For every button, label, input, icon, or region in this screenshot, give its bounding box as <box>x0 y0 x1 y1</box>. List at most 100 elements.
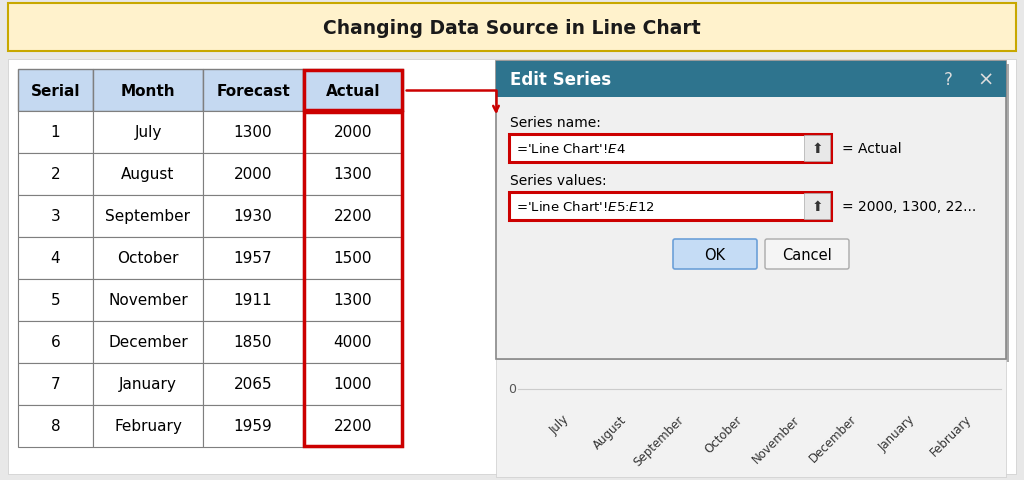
Bar <box>496 62 1006 359</box>
Text: Changing Data Source in Line Chart: Changing Data Source in Line Chart <box>324 18 700 37</box>
Text: 6: 6 <box>50 335 60 350</box>
Bar <box>203 363 303 405</box>
Bar <box>203 154 303 195</box>
Bar <box>93 154 203 195</box>
Text: = Actual: = Actual <box>842 142 901 156</box>
Text: July: July <box>548 412 572 436</box>
Text: 1: 1 <box>50 125 60 140</box>
Text: October: October <box>118 251 179 266</box>
Text: Series values:: Series values: <box>510 174 606 188</box>
Bar <box>18 405 93 447</box>
Text: Serial: Serial <box>31 84 80 98</box>
Text: 4000: 4000 <box>334 335 373 350</box>
Bar <box>510 136 830 162</box>
Text: 2065: 2065 <box>233 377 272 392</box>
Text: 0: 0 <box>508 382 516 395</box>
Bar <box>8 60 1016 474</box>
Bar <box>804 136 830 162</box>
Text: 1957: 1957 <box>233 251 272 266</box>
Text: 2000: 2000 <box>334 125 373 140</box>
Text: Actual: Actual <box>326 84 380 98</box>
Text: Series name:: Series name: <box>510 116 601 130</box>
Bar <box>499 65 1009 362</box>
Text: 1911: 1911 <box>233 293 272 308</box>
FancyBboxPatch shape <box>765 240 849 269</box>
Text: September: September <box>632 412 687 468</box>
Text: 2200: 2200 <box>334 209 373 224</box>
Text: OK: OK <box>705 247 726 262</box>
Bar <box>18 363 93 405</box>
Bar <box>303 363 403 405</box>
Text: 4: 4 <box>50 251 60 266</box>
Text: July: July <box>134 125 162 140</box>
Text: 1850: 1850 <box>233 335 272 350</box>
Bar <box>18 279 93 321</box>
FancyBboxPatch shape <box>673 240 757 269</box>
Text: November: November <box>750 412 802 465</box>
Bar <box>304 113 402 446</box>
Bar <box>18 154 93 195</box>
Bar <box>203 321 303 363</box>
Bar <box>18 70 93 112</box>
Text: 1300: 1300 <box>334 293 373 308</box>
Text: August: August <box>121 167 175 182</box>
Bar <box>304 71 402 111</box>
Text: December: December <box>109 335 187 350</box>
Bar <box>496 359 1006 477</box>
Text: August: August <box>591 412 630 451</box>
Bar <box>93 279 203 321</box>
Bar <box>509 192 831 220</box>
Bar <box>303 112 403 154</box>
Bar <box>203 112 303 154</box>
Text: ⬆: ⬆ <box>811 142 823 156</box>
Bar <box>203 405 303 447</box>
Bar <box>510 193 830 219</box>
Text: January: January <box>876 412 916 453</box>
Bar <box>804 193 830 219</box>
Bar <box>203 238 303 279</box>
Bar <box>303 195 403 238</box>
Bar <box>203 195 303 238</box>
Text: 2: 2 <box>50 167 60 182</box>
Text: 1300: 1300 <box>334 167 373 182</box>
Bar <box>93 238 203 279</box>
Text: 1000: 1000 <box>334 377 373 392</box>
Text: ='Line Chart'!$E$5:$E$12: ='Line Chart'!$E$5:$E$12 <box>516 200 654 214</box>
Text: Forecast: Forecast <box>216 84 290 98</box>
Bar <box>93 363 203 405</box>
Text: 3: 3 <box>50 209 60 224</box>
Text: October: October <box>701 412 744 455</box>
Text: February: February <box>928 412 975 458</box>
Text: 1930: 1930 <box>233 209 272 224</box>
Text: 1500: 1500 <box>334 251 373 266</box>
Bar <box>18 195 93 238</box>
Text: 5: 5 <box>50 293 60 308</box>
Bar <box>93 405 203 447</box>
Text: Cancel: Cancel <box>782 247 831 262</box>
Text: 2000: 2000 <box>233 167 272 182</box>
Text: 1959: 1959 <box>233 419 272 433</box>
Bar <box>93 70 203 112</box>
Text: 2200: 2200 <box>334 419 373 433</box>
Bar <box>8 4 1016 52</box>
Text: December: December <box>807 412 859 465</box>
Text: January: January <box>119 377 177 392</box>
Bar <box>93 195 203 238</box>
Bar <box>93 112 203 154</box>
Bar <box>303 70 403 112</box>
Bar <box>303 154 403 195</box>
Text: ='Line Chart'!$E$4: ='Line Chart'!$E$4 <box>516 142 626 156</box>
Text: February: February <box>114 419 182 433</box>
Text: ⬆: ⬆ <box>811 200 823 214</box>
Bar <box>18 321 93 363</box>
Bar <box>496 62 1006 98</box>
Text: 1300: 1300 <box>233 125 272 140</box>
Bar <box>203 70 303 112</box>
Text: 7: 7 <box>50 377 60 392</box>
Bar <box>203 279 303 321</box>
Text: November: November <box>109 293 187 308</box>
Bar <box>303 279 403 321</box>
Bar <box>303 238 403 279</box>
Text: September: September <box>105 209 190 224</box>
Bar <box>509 135 831 163</box>
